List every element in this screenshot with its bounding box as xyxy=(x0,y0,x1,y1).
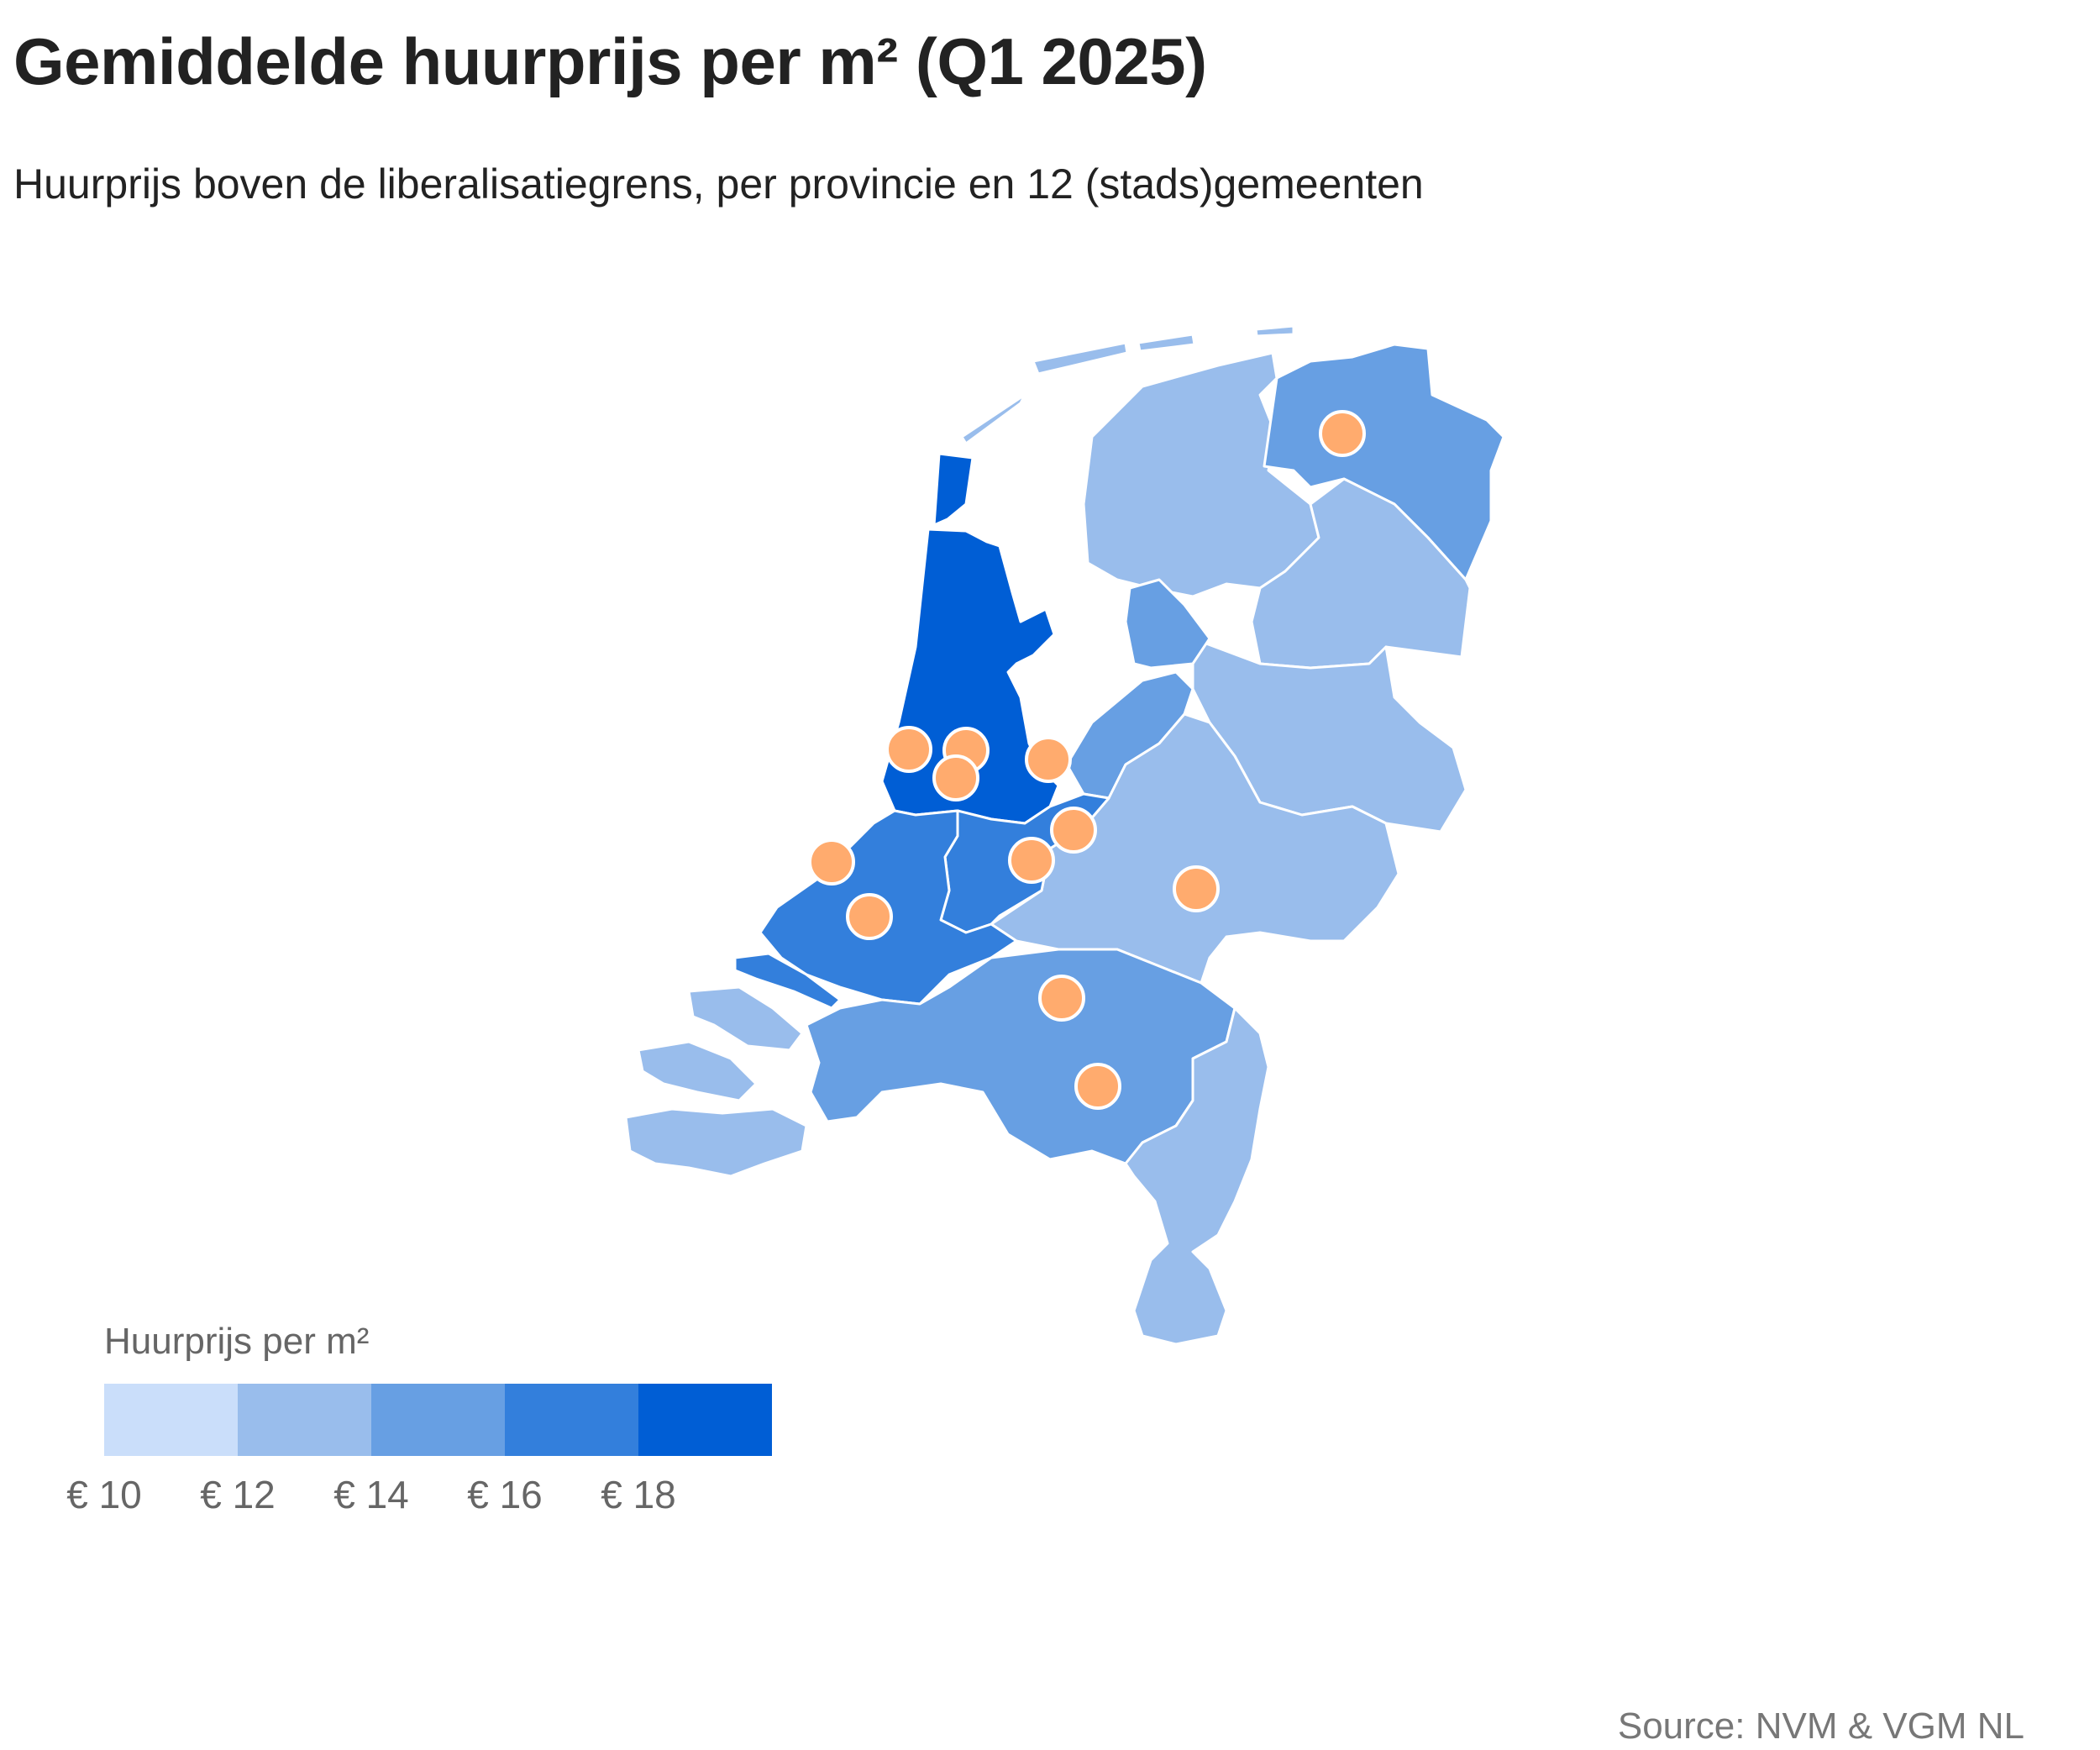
island-ameland xyxy=(1137,333,1196,353)
legend-step-4 xyxy=(505,1384,638,1456)
city-marker-rotterdam xyxy=(846,893,893,940)
legend-title: Huurprijs per m² xyxy=(104,1321,370,1362)
island-terschelling xyxy=(1032,341,1129,376)
legend-tick-14: € 14 xyxy=(333,1473,409,1516)
city-marker-groningen xyxy=(1319,410,1366,457)
source-note: Source: NVM & VGM NL xyxy=(1617,1705,2024,1747)
province-zeeland-north xyxy=(687,985,804,1052)
legend-tick-18: € 18 xyxy=(601,1473,676,1516)
chart-title: Gemiddelde huurprijs per m² (Q1 2025) xyxy=(13,24,1207,98)
island-vlieland xyxy=(960,393,1026,445)
city-marker-almere xyxy=(1025,736,1072,783)
city-marker-arnhem xyxy=(1173,865,1220,912)
legend-step-3 xyxy=(371,1384,505,1456)
city-marker-eindhoven xyxy=(1074,1063,1121,1110)
city-marker-utrecht xyxy=(1008,837,1055,884)
legend-tick-16: € 16 xyxy=(467,1473,543,1516)
legend-step-2 xyxy=(238,1384,371,1456)
zuid-holland-islands xyxy=(733,952,842,1010)
island-schiermonnikoog xyxy=(1254,324,1295,338)
province-groningen xyxy=(1263,343,1505,581)
province-flevoland xyxy=(1124,578,1211,670)
legend-step-5 xyxy=(638,1384,772,1456)
legend-color-scale xyxy=(104,1384,772,1456)
island-texel xyxy=(932,452,974,527)
city-marker-amersfoort xyxy=(1050,807,1097,854)
legend-tick-10: € 10 xyxy=(66,1473,142,1516)
city-marker-den-bosch xyxy=(1038,975,1085,1022)
province-zeeland-south xyxy=(624,1107,808,1178)
city-marker-haarlem xyxy=(885,726,932,773)
legend-step-1 xyxy=(104,1384,238,1456)
province-zeeland-mid xyxy=(637,1040,758,1102)
chart-subtitle: Huurprijs boven de liberalisatiegrens, p… xyxy=(13,160,1424,208)
province-limburg xyxy=(1124,1006,1270,1346)
city-marker-den-haag xyxy=(808,838,855,886)
city-marker-amstelveen xyxy=(932,754,979,801)
legend-tick-12: € 12 xyxy=(200,1473,276,1516)
